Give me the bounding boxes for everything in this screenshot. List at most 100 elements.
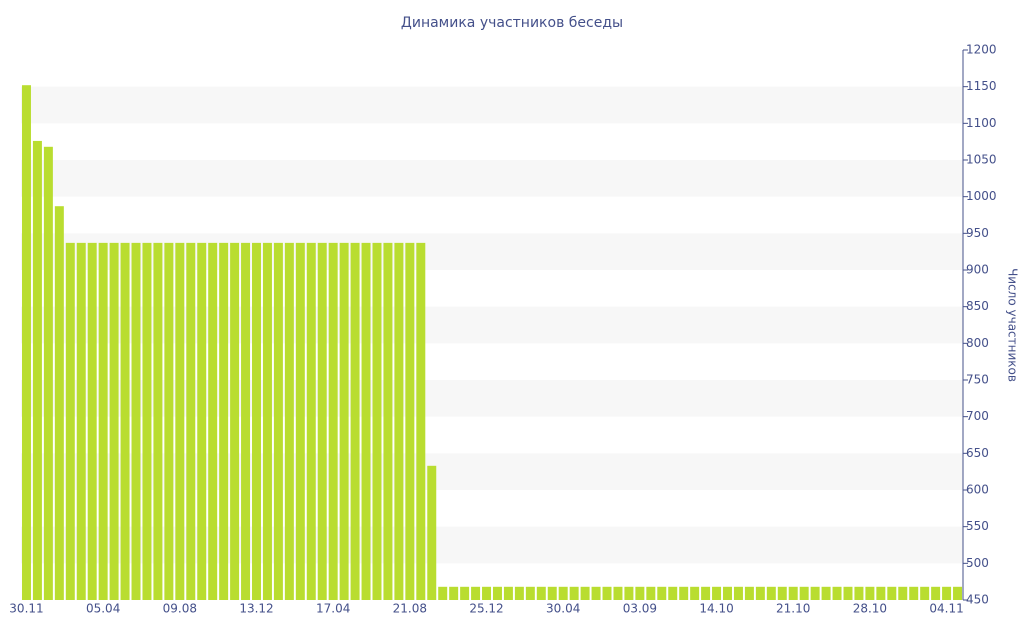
bar [525,586,535,600]
bar [690,586,700,600]
x-tick-label: 21.08 [393,602,427,616]
bar [646,586,656,600]
y-tick-label: 950 [966,226,989,240]
bar [744,586,754,600]
bar [21,85,31,600]
bar [668,586,678,600]
bar [438,586,448,600]
bar [32,140,42,600]
bar [306,242,316,600]
grid-band [21,160,963,197]
bar [657,586,667,600]
y-tick-label: 600 [966,483,989,497]
bar [427,465,437,600]
bar [120,242,130,600]
x-tick-label: 30.11 [9,602,43,616]
bar [295,242,305,600]
bar [788,586,798,600]
y-tick-label: 500 [966,556,989,570]
y-tick-label: 700 [966,409,989,423]
bar [416,242,426,600]
bar [65,242,75,600]
bar [536,586,546,600]
bar [208,242,218,600]
bar [821,586,831,600]
bar [76,242,86,600]
x-tick-label: 28.10 [853,602,887,616]
x-tick-label: 09.08 [163,602,197,616]
y-tick-label: 1150 [966,79,997,93]
bar [284,242,294,600]
bar [931,586,941,600]
bar [679,586,689,600]
bar [383,242,393,600]
bar [142,242,152,600]
bar [580,586,590,600]
bar [503,586,513,600]
y-tick-label: 800 [966,336,989,350]
bar [109,242,119,600]
bar [460,586,470,600]
x-tick-label: 30.04 [546,602,580,616]
bar [54,206,64,600]
bar [197,242,207,600]
bar [898,586,908,600]
bar [361,242,371,600]
bar [909,586,919,600]
y-tick-label: 1100 [966,116,997,130]
bar [613,586,623,600]
bar [405,242,415,600]
x-tick-label: 03.09 [623,602,657,616]
y-tick-label: 750 [966,373,989,387]
bar [219,242,229,600]
bar [175,242,185,600]
bar [635,586,645,600]
bar [328,242,338,600]
x-tick-label: 05.04 [86,602,120,616]
y-tick-label: 550 [966,519,989,533]
bar [273,242,283,600]
x-tick-label: 04.11 [929,602,963,616]
grid-band [21,86,963,124]
bar [87,242,97,600]
bar [723,586,732,600]
bar [701,586,711,600]
bar [43,146,53,601]
bar [843,586,853,600]
bar [832,586,842,600]
bar [799,586,809,600]
bar [252,242,261,600]
bar [558,586,568,600]
bar [394,242,404,600]
bar [810,586,820,600]
bar [449,586,459,600]
bar [777,586,787,600]
bar [339,242,349,600]
x-tick-label: 25.12 [469,602,503,616]
bar [262,242,272,600]
y-axis-label: Число участников [1006,268,1020,382]
bar [164,242,174,600]
bar [733,586,743,600]
bar [602,586,612,600]
bar [942,586,952,600]
bar [920,586,930,600]
bar [98,242,108,600]
bar [712,586,722,600]
bar [854,586,864,600]
y-tick-label: 450 [966,593,989,607]
x-tick-label: 13.12 [239,602,273,616]
bar [482,586,492,600]
bar [876,586,886,600]
x-tick-label: 17.04 [316,602,350,616]
bar [766,586,776,600]
bar [317,242,327,600]
bar [186,242,196,600]
bar [372,242,382,600]
x-tick-label: 21.10 [776,602,810,616]
bar [865,586,875,600]
bar [569,586,579,600]
x-tick-label: 14.10 [699,602,733,616]
bar [230,242,240,600]
